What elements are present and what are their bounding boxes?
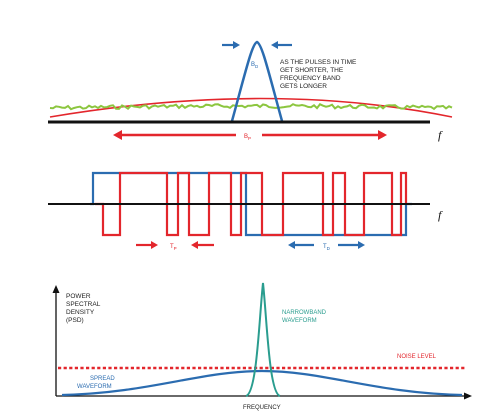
noise-level-label: NOISE LEVEL xyxy=(397,354,437,360)
data-period-label: TD xyxy=(323,244,331,251)
narrowband-waveform-label: NARROWBAND WAVEFORM xyxy=(282,310,327,324)
narrowband-spectrum-peak xyxy=(230,40,284,122)
svg-text:NARROWBAND: NARROWBAND xyxy=(282,310,327,316)
svg-text:WAVEFORM: WAVEFORM xyxy=(77,384,112,390)
svg-text:FREQUENCY BAND: FREQUENCY BAND xyxy=(280,75,341,82)
frequency-axis-label-top: f xyxy=(438,128,443,142)
noise-floor-line xyxy=(49,103,453,111)
narrow-band-label: BD xyxy=(251,62,259,69)
data-period-arrows xyxy=(288,241,365,249)
narrowband-waveform-curve xyxy=(245,282,281,397)
pulse-period-label: TP xyxy=(170,244,177,251)
svg-text:SPREAD: SPREAD xyxy=(90,376,115,382)
svg-text:GET SHORTER, THE: GET SHORTER, THE xyxy=(280,67,344,74)
svg-text:SPECTRAL: SPECTRAL xyxy=(66,301,101,308)
panel-psd-comparison: POWER SPECTRAL DENSITY (PSD) NARROWBAND … xyxy=(52,282,472,411)
svg-text:AS THE PULSES IN TIME: AS THE PULSES IN TIME xyxy=(280,59,357,66)
spread-waveform-label: SPREAD WAVEFORM xyxy=(77,376,115,390)
svg-text:WAVEFORM: WAVEFORM xyxy=(282,318,317,324)
svg-text:DENSITY: DENSITY xyxy=(66,309,95,316)
frequency-axis-label-middle: f xyxy=(438,208,443,222)
svg-text:GETS LONGER: GETS LONGER xyxy=(280,83,327,90)
svg-text:POWER: POWER xyxy=(66,293,91,300)
spread-band-width-arrow xyxy=(113,130,387,140)
svg-text:(PSD): (PSD) xyxy=(66,317,84,324)
psd-x-axis-arrowhead xyxy=(464,392,472,400)
frequency-axis-label-bottom: FREQUENCY xyxy=(243,405,281,411)
annotation-text: AS THE PULSES IN TIME GET SHORTER, THE F… xyxy=(280,59,357,90)
psd-y-axis-label: POWER SPECTRAL DENSITY (PSD) xyxy=(66,293,101,324)
pulse-period-arrows xyxy=(136,241,214,249)
panel-frequency-spectrum: f BD AS THE PULSES IN TIME GET SHORTER, … xyxy=(48,40,453,142)
spread-waveform-curve xyxy=(61,369,463,397)
narrow-band-width-arrows xyxy=(222,41,292,49)
psd-y-axis-arrowhead xyxy=(52,285,60,293)
spread-band-label: BP xyxy=(244,134,251,141)
spreading-code-waveform xyxy=(95,171,408,237)
wideband-spectrum-curve xyxy=(49,97,453,118)
panel-time-signals: f TP TD xyxy=(48,171,443,251)
